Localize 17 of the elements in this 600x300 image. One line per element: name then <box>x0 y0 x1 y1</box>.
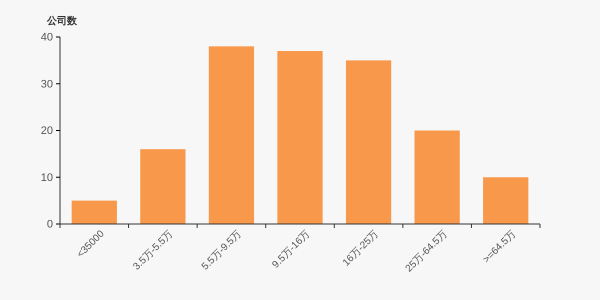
x-tick-label: 3.5万-5.5万 <box>131 228 176 273</box>
y-tick-label: 20 <box>40 125 53 138</box>
y-tick-label: 10 <box>40 172 53 184</box>
x-tick-label: 9.5万-16万 <box>270 228 312 271</box>
bar <box>208 46 254 224</box>
bar <box>483 177 528 224</box>
y-tick-label: 40 <box>40 32 53 44</box>
bar <box>346 60 392 224</box>
x-tick-label: 16万-25万 <box>340 228 381 269</box>
y-tick-label: 30 <box>40 78 53 90</box>
bar <box>72 200 117 224</box>
y-axis-title: 公司数 <box>46 15 78 27</box>
bar <box>140 149 186 224</box>
y-tick-label: 0 <box>46 218 53 231</box>
bar <box>277 51 323 224</box>
x-tick-label: 5.5万-9.5万 <box>200 228 244 273</box>
bar <box>414 130 460 224</box>
